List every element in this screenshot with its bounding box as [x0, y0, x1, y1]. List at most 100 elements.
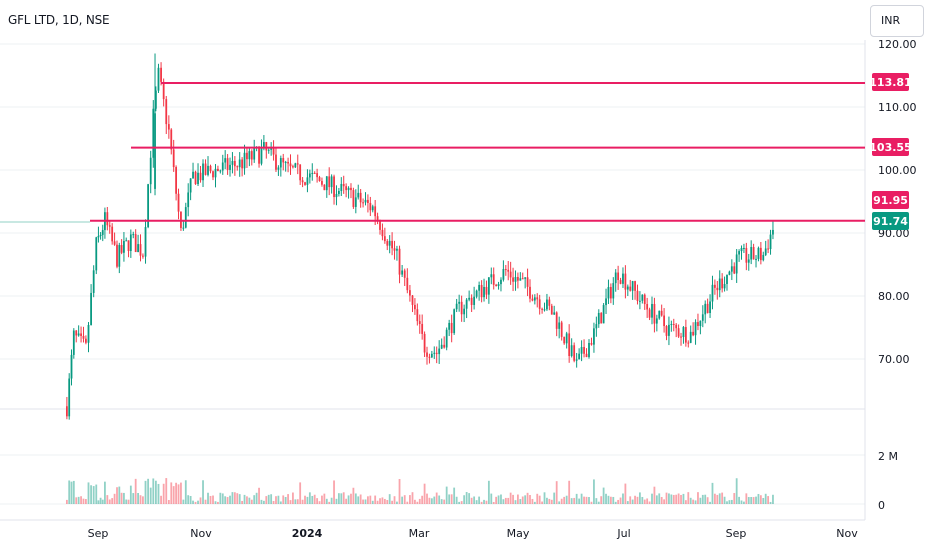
volume-bar	[672, 494, 675, 504]
candle-body	[580, 347, 583, 354]
candle	[590, 337, 593, 346]
candle	[497, 281, 500, 290]
volume-bar	[101, 499, 104, 504]
candle-body	[401, 270, 404, 275]
volume-bar	[622, 493, 624, 504]
candle	[593, 322, 595, 353]
candle	[352, 187, 355, 209]
symbol-title[interactable]: GFL LTD, 1D, NSE	[8, 13, 110, 27]
volume-bar	[129, 485, 132, 504]
volume-bar	[70, 481, 73, 504]
candle-body	[709, 301, 711, 314]
volume-bar	[526, 492, 529, 504]
candle-body	[202, 163, 204, 181]
candle-body	[512, 277, 514, 282]
volume-bar	[568, 480, 571, 504]
candle-body	[435, 352, 438, 355]
candle-body	[177, 193, 180, 212]
level-lines	[0, 81, 865, 223]
candle	[524, 277, 527, 289]
volume-bar	[147, 478, 150, 504]
candle	[423, 331, 426, 357]
grid-lines	[0, 40, 866, 521]
candle-body	[495, 284, 498, 286]
candle-body	[162, 81, 165, 100]
candle-body	[284, 161, 287, 163]
volume-bar	[127, 499, 130, 504]
volume-bar	[134, 478, 137, 504]
volume-bar	[277, 495, 280, 504]
candle-body	[458, 301, 461, 304]
volume-bar	[504, 497, 507, 504]
candle	[284, 160, 287, 172]
candle	[279, 155, 282, 177]
volume-bar	[221, 493, 224, 504]
volume-bar	[396, 501, 398, 504]
candle	[728, 270, 731, 276]
volume-bar	[194, 501, 197, 504]
candle	[75, 330, 78, 343]
candle-body	[465, 299, 468, 309]
candle	[643, 293, 646, 310]
volume-bar	[463, 495, 466, 504]
volume-bar	[624, 483, 627, 504]
candle-body	[568, 333, 571, 357]
candle-body	[277, 167, 280, 170]
candle-body	[362, 202, 364, 204]
candle-body	[308, 173, 311, 178]
candle-body	[97, 235, 100, 238]
candle	[236, 165, 239, 171]
volume-bar	[342, 492, 345, 504]
volume-bar	[238, 494, 241, 504]
volume-bar	[170, 482, 173, 504]
volume-bar	[111, 498, 114, 504]
candle	[624, 265, 627, 299]
candle-body	[316, 173, 319, 178]
volume-bar	[655, 495, 658, 504]
volume-bar	[308, 492, 311, 504]
candle-body	[265, 142, 268, 151]
price-tick-label: 120.00	[878, 38, 917, 51]
candle-body	[658, 310, 661, 319]
candle	[438, 340, 441, 364]
candle-body	[655, 318, 658, 324]
candle	[139, 234, 142, 262]
volume-bar	[180, 482, 182, 504]
candle-body	[279, 158, 282, 168]
candle-body	[480, 284, 483, 298]
volume-bar	[677, 493, 680, 504]
candle-body	[706, 303, 709, 314]
volume-bar	[371, 500, 374, 504]
currency-selector[interactable]: INR	[870, 5, 924, 37]
volume-bar	[660, 496, 663, 504]
candle-body	[450, 322, 453, 334]
candle	[175, 165, 178, 201]
candle-body	[560, 322, 563, 337]
candle	[414, 298, 416, 315]
volume-tick-label: 0	[878, 499, 885, 512]
candle	[113, 232, 116, 246]
volume-bar	[583, 496, 585, 504]
candle-body	[680, 336, 682, 338]
candle-body	[289, 163, 292, 167]
candle-body	[533, 297, 536, 301]
candle	[709, 294, 711, 318]
volume-bar	[519, 499, 522, 504]
candle	[333, 174, 335, 205]
candle	[455, 298, 458, 313]
candle-body	[306, 177, 309, 185]
candle	[182, 220, 185, 231]
candle	[219, 169, 222, 174]
volume-bar	[279, 501, 282, 504]
candle-body	[262, 142, 265, 149]
candle	[406, 268, 409, 294]
volume-bar	[543, 492, 546, 504]
volume-bar	[214, 501, 217, 504]
volume-bar	[306, 496, 309, 504]
candle-body	[443, 344, 446, 348]
volume-bar	[335, 498, 338, 504]
candle	[391, 232, 394, 256]
candle-body	[157, 67, 160, 91]
volume-bar	[120, 492, 123, 504]
